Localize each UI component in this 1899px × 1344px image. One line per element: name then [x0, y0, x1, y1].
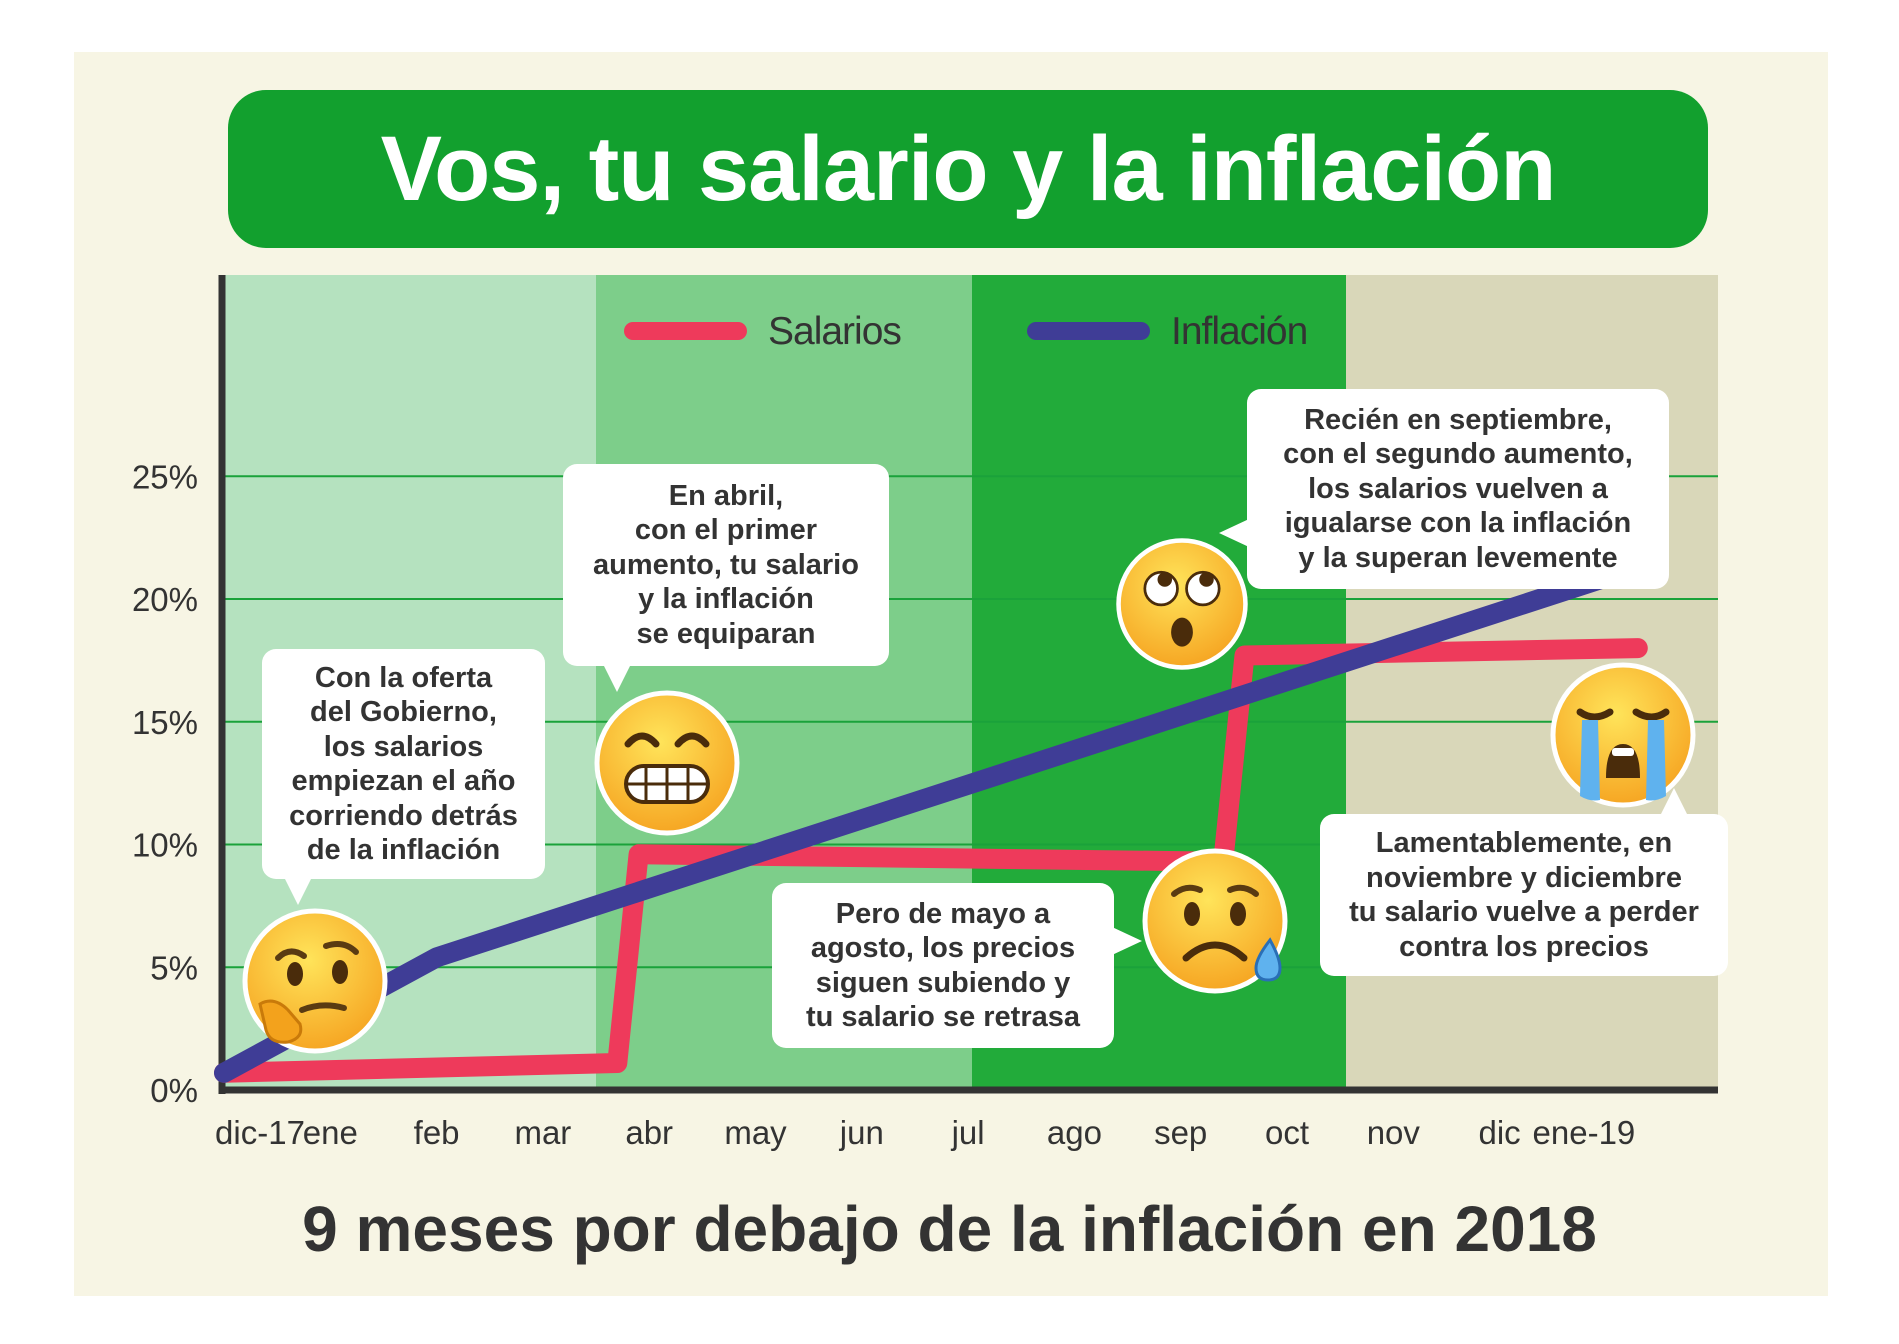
y-tick-label: 5% — [150, 949, 198, 986]
x-tick-label: jun — [839, 1114, 884, 1151]
grimacing-face-icon — [594, 690, 740, 836]
loudly-crying-face-icon — [1550, 662, 1696, 808]
chart-subtitle: 9 meses por debajo de la inflación en 20… — [302, 1193, 1597, 1265]
x-tick-label: jul — [951, 1114, 985, 1151]
x-tick-label: dic-17 — [215, 1114, 305, 1151]
x-tick-label: may — [724, 1114, 787, 1151]
annotation-text: En abril, con el primer aumento, tu sala… — [593, 479, 859, 650]
x-tick-label: dic — [1479, 1114, 1521, 1151]
series-line-salarios — [214, 638, 1648, 1083]
annotation-text: Pero de mayo a agosto, los precios sigue… — [805, 897, 1081, 1034]
y-tick-label: 10% — [132, 827, 198, 864]
x-tick-label: ene — [303, 1114, 358, 1151]
thinking-face-icon — [242, 908, 388, 1054]
annotation-bubble-april: En abril, con el primer aumento, tu sala… — [563, 464, 889, 692]
y-tick-label: 15% — [132, 704, 198, 741]
y-tick-label: 25% — [132, 458, 198, 495]
x-tick-label: abr — [625, 1114, 673, 1151]
annotation-bubble-november-december: Lamentablemente, en noviembre y diciembr… — [1320, 788, 1728, 976]
x-tick-label: oct — [1265, 1114, 1309, 1151]
chart-title: Vos, tu salario y la inflación — [380, 117, 1557, 220]
sad-sweat-face-icon — [1142, 848, 1288, 994]
legend-label: Salarios — [768, 310, 901, 353]
x-tick-label: ago — [1047, 1114, 1102, 1151]
title-banner: Vos, tu salario y la inflación — [228, 90, 1708, 248]
annotation-bubble-may-august: Pero de mayo a agosto, los precios sigue… — [772, 883, 1142, 1048]
annotation-text: Con la oferta del Gobierno, los salarios… — [289, 661, 518, 867]
y-tick-label: 20% — [132, 581, 198, 618]
x-tick-label: ene-19 — [1533, 1114, 1636, 1151]
face-with-open-mouth-rolling-eyes-icon — [1116, 538, 1248, 670]
annotation-text: Lamentablemente, en noviembre y diciembr… — [1349, 827, 1699, 963]
x-tick-label: nov — [1367, 1114, 1421, 1151]
x-tick-label: sep — [1154, 1114, 1207, 1151]
annotation-text: Recién en septiembre, con el segundo aum… — [1283, 403, 1633, 574]
annotation-bubble-start: Con la oferta del Gobierno, los salarios… — [262, 649, 545, 905]
annotation-bubble-september: Recién en septiembre, con el segundo aum… — [1219, 389, 1669, 589]
y-tick-label: 0% — [150, 1072, 198, 1109]
legend-label: Inflación — [1171, 310, 1307, 353]
x-tick-label: feb — [414, 1114, 460, 1151]
x-tick-label: mar — [514, 1114, 571, 1151]
